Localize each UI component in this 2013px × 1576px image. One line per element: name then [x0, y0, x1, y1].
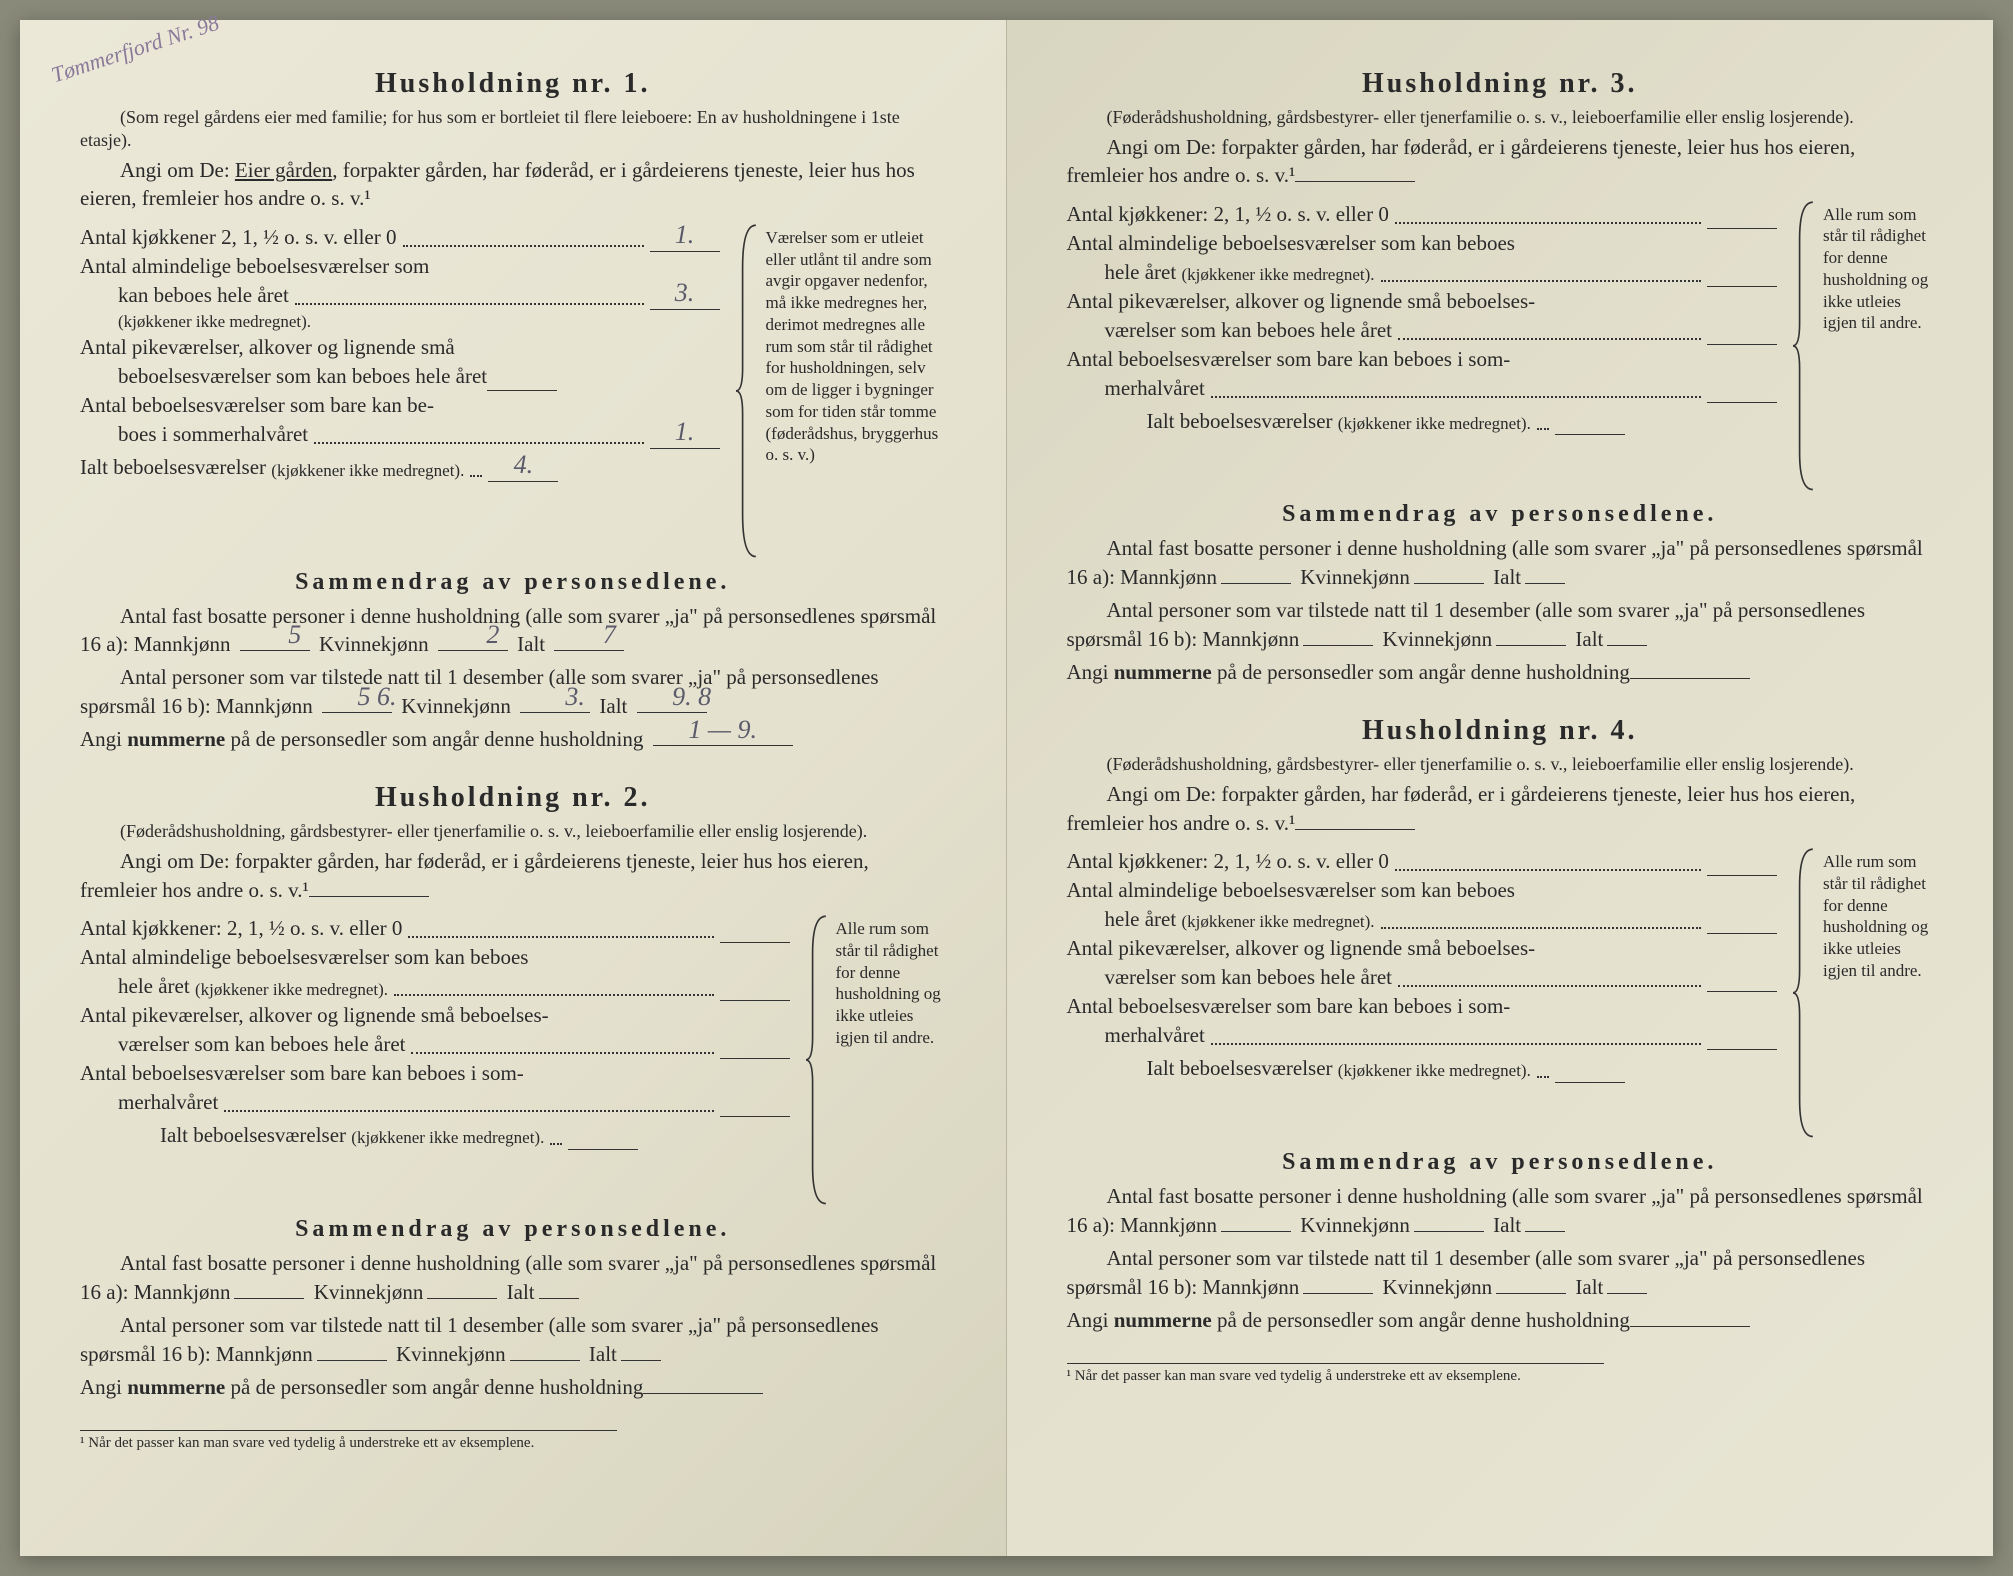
summary-16a-1: Antal fast bosatte personer i denne hush… — [80, 602, 946, 660]
footnote-right: ¹ Når det passer kan man svare ved tydel… — [1067, 1363, 1604, 1385]
household-4-title: Husholdning nr. 4. — [1067, 715, 1934, 747]
brace-note-1: Værelser som er utleiet eller utlånt til… — [736, 223, 946, 559]
summary-16b-1: Antal personer som var tilstede natt til… — [80, 663, 946, 721]
room-block-2: Antal kjøkkener: 2, 1, ½ o. s. v. eller … — [80, 914, 946, 1206]
row-ordinary-b: kan beboes hele året — [118, 281, 289, 310]
row-maids-a: Antal pikeværelser, alkover og lignende … — [80, 333, 455, 362]
val-numline: 1 — 9. — [688, 712, 757, 748]
summary-title-4: Sammendrag av personsedlene. — [1067, 1149, 1934, 1176]
household-3: Husholdning nr. 3. (Føderådshusholdning,… — [1067, 68, 1934, 687]
household-3-title: Husholdning nr. 3. — [1067, 68, 1934, 100]
val-summer: 1. — [675, 414, 695, 450]
page-left: Tømmerfjord Nr. 98 Husholdning nr. 1. (S… — [20, 20, 1007, 1556]
row-ordinary-note: (kjøkkener ikke medregnet). — [80, 310, 720, 333]
row-summer-a: Antal beboelsesværelser som bare kan be- — [80, 391, 434, 420]
household-1-angi: Angi om De: Eier gården, forpakter gårde… — [80, 156, 946, 213]
summary-16a-2: Antal fast bosatte personer i denne hush… — [80, 1249, 946, 1307]
brace-note-4: Alle rum som står til rådighet for denne… — [1793, 847, 1933, 1139]
val-16a-i: 7 — [563, 617, 616, 653]
room-count-block: Antal kjøkkener 2, 1, ½ o. s. v. eller 0… — [80, 223, 946, 559]
angi-underlined: Eier gården — [235, 158, 332, 182]
row-total-note: (kjøkkener ikke medregnet). — [271, 459, 464, 482]
room-rows: Antal kjøkkener 2, 1, ½ o. s. v. eller 0… — [80, 223, 720, 559]
household-2: Husholdning nr. 2. (Føderådshusholdning,… — [80, 782, 946, 1401]
row-maids-b: beboelsesværelser som kan beboes hele år… — [118, 362, 487, 391]
brace-text-1: Værelser som er utleiet eller utlånt til… — [766, 223, 946, 559]
footnote-left: ¹ Når det passer kan man svare ved tydel… — [80, 1430, 617, 1452]
brace-note-3: Alle rum som står til rådighet for denne… — [1793, 200, 1933, 492]
household-2-title: Husholdning nr. 2. — [80, 782, 946, 814]
household-4: Husholdning nr. 4. (Føderådshusholdning,… — [1067, 715, 1934, 1334]
val-16b-k: 3. — [525, 679, 585, 715]
val-16b-m: 5 6. — [317, 679, 396, 715]
val-kitchens: 1. — [675, 217, 695, 253]
household-2-angi: Angi om De: forpakter gården, har føderå… — [80, 847, 946, 904]
room-block-3: Antal kjøkkener: 2, 1, ½ o. s. v. eller … — [1067, 200, 1934, 492]
room-block-4: Antal kjøkkener: 2, 1, ½ o. s. v. eller … — [1067, 847, 1934, 1139]
document-spread: Tømmerfjord Nr. 98 Husholdning nr. 1. (S… — [20, 20, 1993, 1556]
angi-prefix: Angi om De: — [120, 158, 235, 182]
household-1-subnote: (Som regel gårdens eier med familie; for… — [80, 106, 946, 152]
row-ordinary-a: Antal almindelige beboelsesværelser som — [80, 252, 429, 281]
summary-title-2: Sammendrag av personsedlene. — [80, 1216, 946, 1243]
household-2-subnote: (Føderådshusholdning, gårdsbestyrer- ell… — [80, 820, 946, 843]
summary-16b-2: Antal personer som var tilstede natt til… — [80, 1311, 946, 1369]
row-summer-b: boes i sommerhalvåret — [118, 420, 308, 449]
val-16b-i: 9. 8 — [632, 679, 711, 715]
summary-title-3: Sammendrag av personsedlene. — [1067, 501, 1934, 528]
household-1-title: Husholdning nr. 1. — [80, 68, 946, 100]
row-kitchens: Antal kjøkkener 2, 1, ½ o. s. v. eller 0 — [80, 223, 397, 252]
brace-note-2: Alle rum som står til rådighet for denne… — [806, 914, 946, 1206]
numline-1: Angi nummerne på de personsedler som ang… — [80, 725, 946, 754]
household-1: Husholdning nr. 1. (Som regel gårdens ei… — [80, 68, 946, 754]
summary-title-1: Sammendrag av personsedlene. — [80, 569, 946, 596]
val-total: 4. — [514, 447, 534, 483]
numline-2: Angi nummerne på de personsedler som ang… — [80, 1373, 946, 1402]
val-ordinary: 3. — [675, 275, 695, 311]
row-total: Ialt beboelsesværelser — [80, 453, 266, 482]
page-right: Husholdning nr. 3. (Føderådshusholdning,… — [1007, 20, 1994, 1556]
val-16a-k: 2 — [446, 617, 499, 653]
brace-icon — [736, 223, 758, 559]
val-16a-m: 5 — [248, 617, 301, 653]
